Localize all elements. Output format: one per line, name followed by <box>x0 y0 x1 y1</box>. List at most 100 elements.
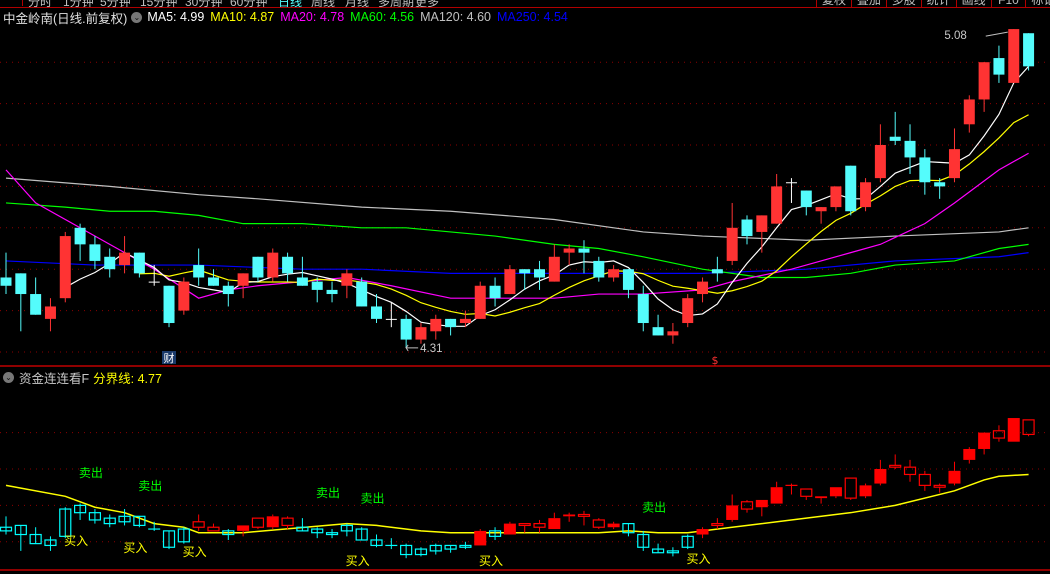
indicator-candle <box>844 477 857 500</box>
tab-0[interactable]: 分时 <box>28 0 53 8</box>
tab-8[interactable]: 月线 <box>345 0 370 8</box>
menu-button[interactable] <box>0 0 23 6</box>
candle <box>785 178 797 203</box>
buy-signal-label: 买入 <box>183 545 207 559</box>
indicator-candle <box>577 510 591 526</box>
indicator-candle <box>978 432 991 455</box>
candle <box>948 128 960 183</box>
ma60-line <box>5 202 1029 279</box>
indicator-candle <box>459 541 472 550</box>
indicator-body <box>874 469 887 484</box>
indicator-candle <box>770 481 783 504</box>
indicator-candle <box>548 512 561 530</box>
tab-7[interactable]: 周线 <box>311 0 336 8</box>
candle <box>237 273 249 299</box>
tab-9[interactable]: 多周期 <box>378 0 415 8</box>
ma-legend-ma20: MA20: 4.78 <box>280 10 345 24</box>
candle-body <box>104 256 116 270</box>
indicator-candle <box>785 483 798 495</box>
candle <box>874 124 886 183</box>
candle-body <box>445 318 457 328</box>
candle-body <box>534 269 546 278</box>
candle-body <box>697 281 709 295</box>
indicator-body <box>281 517 294 527</box>
candle <box>119 236 131 274</box>
indicator-candle <box>903 459 917 482</box>
candle <box>326 281 338 303</box>
chevron-down-circle-icon[interactable]: ⌄ <box>3 372 14 383</box>
toolbar-button-6[interactable]: 标记 <box>1025 0 1050 7</box>
candle-body <box>548 256 560 282</box>
toolbar-button-5[interactable]: F10 <box>990 0 1026 7</box>
toolbar-button-0[interactable]: 复权 <box>816 0 851 7</box>
ma10-line <box>139 114 1029 317</box>
tab-10[interactable]: 更多 <box>415 0 440 8</box>
candle-body <box>371 306 382 319</box>
candle-body <box>207 277 219 286</box>
candle-body <box>1023 33 1035 67</box>
candle-body <box>934 182 946 187</box>
indicator-candle <box>177 527 190 544</box>
candle <box>267 248 279 282</box>
toolbar-button-4[interactable]: 画线 <box>955 0 991 7</box>
candle-body <box>830 186 842 208</box>
candle-body <box>726 227 738 261</box>
candle <box>252 256 264 282</box>
candle-body <box>415 327 427 340</box>
tab-3[interactable]: 15分钟 <box>140 0 178 8</box>
tab-1[interactable]: 1分钟 <box>63 0 94 8</box>
indicator-body <box>533 522 546 528</box>
candle <box>845 165 857 216</box>
ma250-line <box>5 252 1029 274</box>
indicator-candle <box>251 517 265 530</box>
candle-body <box>282 256 294 274</box>
indicator-body <box>740 501 754 510</box>
tab-5[interactable]: 60分钟 <box>230 0 268 8</box>
candle-body <box>578 248 590 253</box>
candle <box>104 248 116 278</box>
candle <box>15 273 27 332</box>
candle <box>771 173 783 224</box>
indicator-body <box>815 496 828 499</box>
candle <box>1008 29 1020 83</box>
buy-signal-label: 买入 <box>64 534 88 548</box>
candle <box>993 45 1005 83</box>
candle-body <box>385 318 397 320</box>
candle <box>459 310 471 328</box>
candle-body <box>667 331 679 336</box>
candle <box>697 277 709 303</box>
candle-body <box>430 318 442 332</box>
candle-body <box>919 157 931 183</box>
indicator-body <box>266 516 279 528</box>
indicator-candle <box>44 536 57 551</box>
sell-signal-label: 卖出 <box>316 486 340 500</box>
candle-body <box>133 252 145 274</box>
candle-body <box>237 273 249 286</box>
chevron-down-circle-icon[interactable]: ⌄ <box>131 11 143 23</box>
candle <box>415 323 427 344</box>
toolbar-button-3[interactable]: 统计 <box>920 0 956 7</box>
tab-2[interactable]: 5分钟 <box>100 0 131 8</box>
toolbar-button-2[interactable]: 多股 <box>885 0 921 7</box>
indicator-body <box>948 470 961 484</box>
toolbar-button-1[interactable]: 叠加 <box>850 0 886 7</box>
candles-lower <box>0 418 1035 559</box>
boundary-label: 分界线: 4.77 <box>93 372 162 386</box>
indicator-candle <box>829 487 842 499</box>
indicator-candle <box>889 454 902 469</box>
tab-4[interactable]: 30分钟 <box>185 0 223 8</box>
tab-6[interactable]: 日线 <box>278 0 303 8</box>
candle <box>756 215 768 253</box>
candle-body <box>89 244 101 261</box>
stock-title: 中金岭南(日线.前复权) <box>3 11 128 26</box>
indicator-candle <box>311 527 324 539</box>
candle-body <box>178 281 190 311</box>
indicator-candle <box>859 483 872 499</box>
candle-body <box>815 207 827 212</box>
candle <box>489 277 501 307</box>
indicator-candle <box>207 523 220 532</box>
candle <box>830 186 842 212</box>
candle <box>222 281 234 307</box>
candle-body <box>504 269 516 295</box>
